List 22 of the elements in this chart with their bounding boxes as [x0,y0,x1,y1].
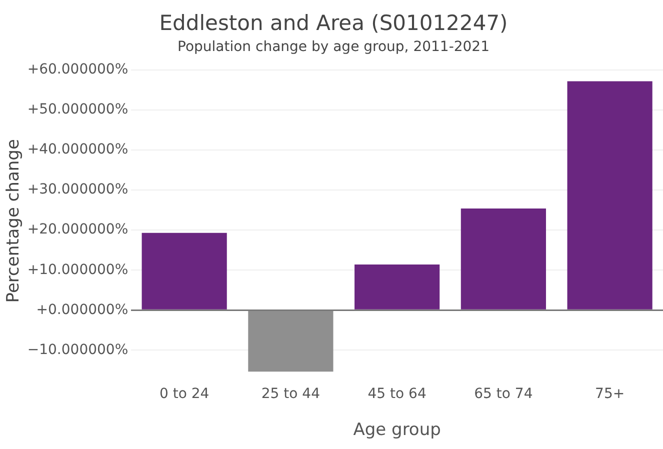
chart-subtitle: Population change by age group, 2011-2021 [178,39,490,56]
bar [142,232,227,310]
x-tick-label: 75+ [595,386,625,402]
y-tick-label: +50.000000% [27,102,128,118]
y-tick-label: −10.000000% [27,342,128,358]
chart-title: Eddleston and Area (S01012247) [159,11,508,36]
x-tick-label: 25 to 44 [261,386,320,402]
x-tick-label: 0 to 24 [159,386,210,402]
bar [248,310,334,372]
y-tick-label: +40.000000% [27,142,128,158]
bar [567,81,652,310]
x-tick-label: 65 to 74 [474,386,533,402]
x-axis-title: Age group [353,420,441,440]
bar [354,264,440,310]
y-tick-label: +0.000000% [36,302,128,318]
y-axis-title: Percentage change [4,139,24,303]
y-tick-label: +60.000000% [27,62,128,78]
y-tick-label: +30.000000% [27,182,128,198]
x-tick-label: 45 to 64 [368,386,426,402]
y-tick-label: +20.000000% [27,222,128,238]
y-tick-label: +10.000000% [27,262,128,278]
bar [460,208,546,310]
